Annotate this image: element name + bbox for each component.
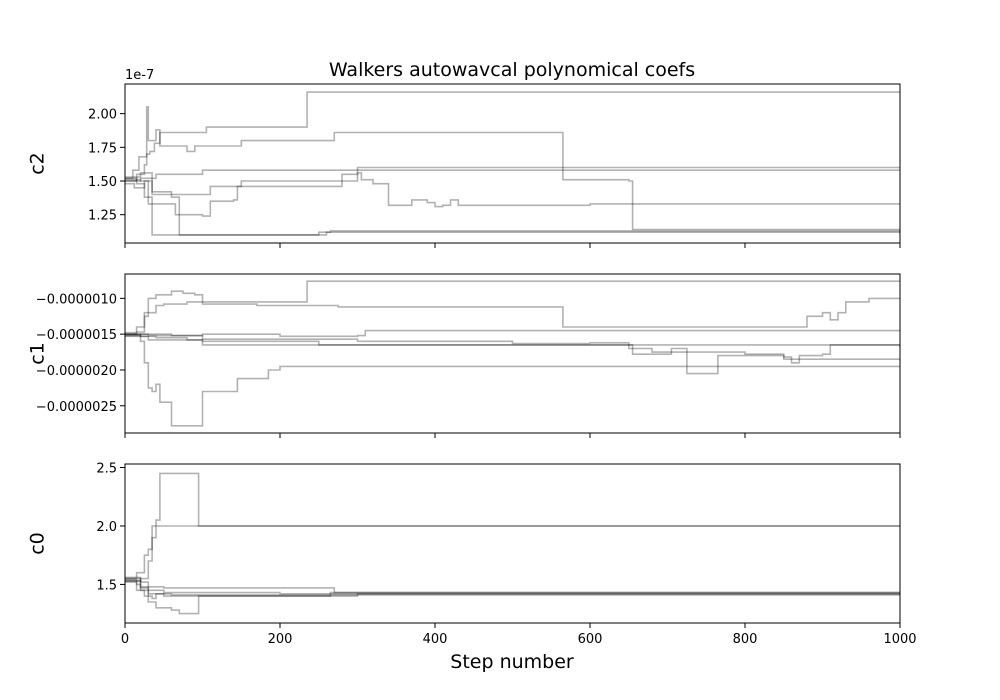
y-tick-label: 2.5 [96,462,117,477]
panel-c2: 1.25 1.50 1.75 2.00 1e-7 c2 [27,68,901,248]
x-tick-label: 200 [268,632,293,647]
walker-line-3 [125,334,900,427]
y-axis-label-c0: c0 [27,532,49,555]
walker-line-2 [125,525,900,582]
walker-line-1 [125,91,900,180]
walker-line-2 [125,106,900,233]
y-tick-label: 1.50 [88,175,117,190]
y-tick-label: −0.0000025 [36,400,117,415]
x-tick-label: 600 [578,632,603,647]
y-tick-label: −0.0000010 [36,292,117,307]
walker-line-4 [125,578,900,600]
y-tick-label: 2.0 [96,520,117,535]
axes-frame-c1 [124,273,901,434]
walker-line-5 [125,329,900,338]
y-axis-label-c1: c1 [27,342,49,365]
walker-line-1 [125,280,900,335]
y-tick-label: 1.25 [88,209,117,224]
walker-line-4 [125,172,900,217]
x-tick-label: 1000 [883,632,916,647]
walker-line-6 [125,172,900,236]
walker-line-5 [125,576,900,594]
x-axis-label: Step number [450,651,574,673]
walker-line-3 [125,166,900,196]
chart-title: Walkers autowavcal polynomical coefs [329,59,695,81]
walker-lines [125,91,900,236]
walker-line-7 [125,577,900,596]
walker-line-6 [125,580,900,615]
y-tick-label: 1.75 [88,141,117,156]
walker-line-7 [125,169,900,182]
walker-line-3 [125,581,900,595]
x-tick-label: 400 [423,632,448,647]
walker-line-7 [125,333,900,361]
y-tick-label: −0.0000020 [36,364,117,379]
walker-line-2 [125,290,900,334]
walker-line-4 [125,333,900,348]
walker-line-5 [125,177,900,236]
panel-c0: 1.5 2.0 2.5 0 200 400 600 800 1000 c0 [27,462,917,647]
y-tick-label: −0.0000015 [36,328,117,343]
y-tick-label: 2.00 [88,108,117,123]
y-tick-label: 1.5 [96,578,117,593]
walker-line-6 [125,335,900,375]
x-tick-label: 800 [733,632,758,647]
offset-text: 1e-7 [125,68,154,83]
y-axis-label-c2: c2 [27,152,49,175]
axes-frame-c2 [124,83,901,244]
panel-c1: −0.0000010 −0.0000015 −0.0000020 −0.0000025… [27,273,901,438]
axes-frame-c0 [124,463,901,624]
x-tick-label: 0 [121,632,129,647]
panels: 1.251.501.752.001e-7c2−0.0000010−0.00000… [27,68,917,647]
walker-lines [125,472,900,615]
walker-line-1 [125,472,900,580]
walker-lines [125,280,900,427]
